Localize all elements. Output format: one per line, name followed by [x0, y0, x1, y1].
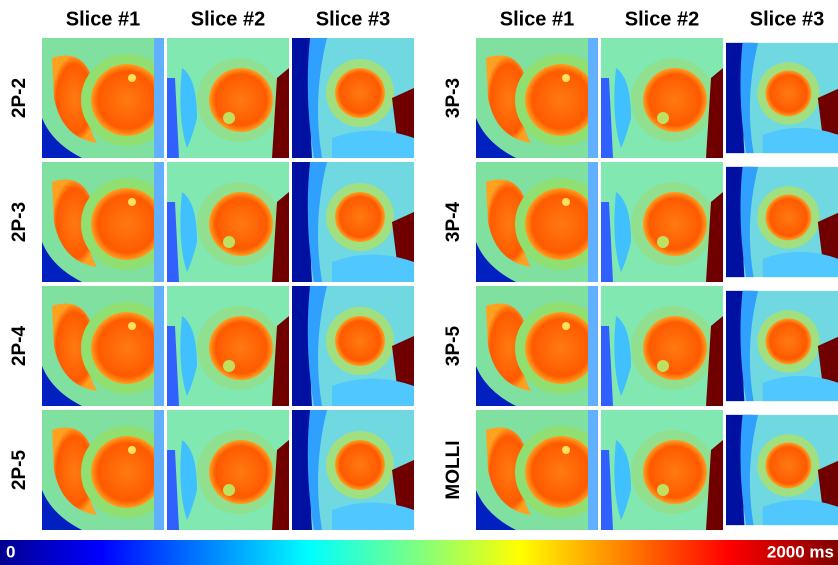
map-image [167, 38, 289, 158]
map-image [42, 286, 173, 406]
map-image [601, 162, 723, 282]
colorbar-max: 2000 ms [767, 542, 834, 561]
row-label: 2P-2 [9, 78, 30, 118]
map-image [42, 410, 173, 530]
row-label: 2P-3 [9, 202, 30, 242]
row-label: 3P-5 [443, 326, 464, 367]
column-header: Slice #2 [625, 8, 700, 30]
map-image [726, 43, 838, 153]
row-label: 3P-3 [443, 78, 464, 118]
colorbar-min: 0 [6, 542, 15, 561]
map-image [601, 410, 723, 530]
map-image [292, 286, 414, 406]
row-label: 2P-5 [9, 450, 30, 491]
column-header: Slice #3 [316, 8, 391, 30]
column-header: Slice #2 [191, 8, 266, 30]
map-image [601, 286, 723, 406]
column-header: Slice #1 [500, 8, 575, 30]
map-image [726, 167, 838, 277]
map-image [42, 162, 173, 282]
column-header: Slice #1 [66, 8, 141, 30]
map-image [167, 286, 289, 406]
map-image [726, 415, 838, 525]
map-image [601, 38, 723, 158]
map-image [167, 162, 289, 282]
colorbar [0, 540, 838, 565]
row-label: MOLLI [443, 440, 464, 499]
map-image [726, 291, 838, 401]
map-image [292, 410, 414, 530]
image-grid: Slice #1 Slice #2 Slice #3 2P-2 2P-3 2P-4 2P-5… [9, 8, 838, 530]
figure: Slice #1 Slice #2 Slice #3 2P-2 2P-3 2P-4 2P-5… [0, 0, 838, 565]
column-header: Slice #3 [750, 8, 825, 30]
row-label: 3P-4 [443, 202, 464, 243]
map-image [292, 38, 414, 158]
row-label: 2P-4 [9, 326, 30, 367]
map-image [476, 162, 607, 282]
map-image [292, 162, 414, 282]
map-image [476, 410, 607, 530]
map-image [476, 38, 607, 158]
map-image [476, 286, 607, 406]
map-image [42, 38, 173, 158]
map-image [167, 410, 289, 530]
